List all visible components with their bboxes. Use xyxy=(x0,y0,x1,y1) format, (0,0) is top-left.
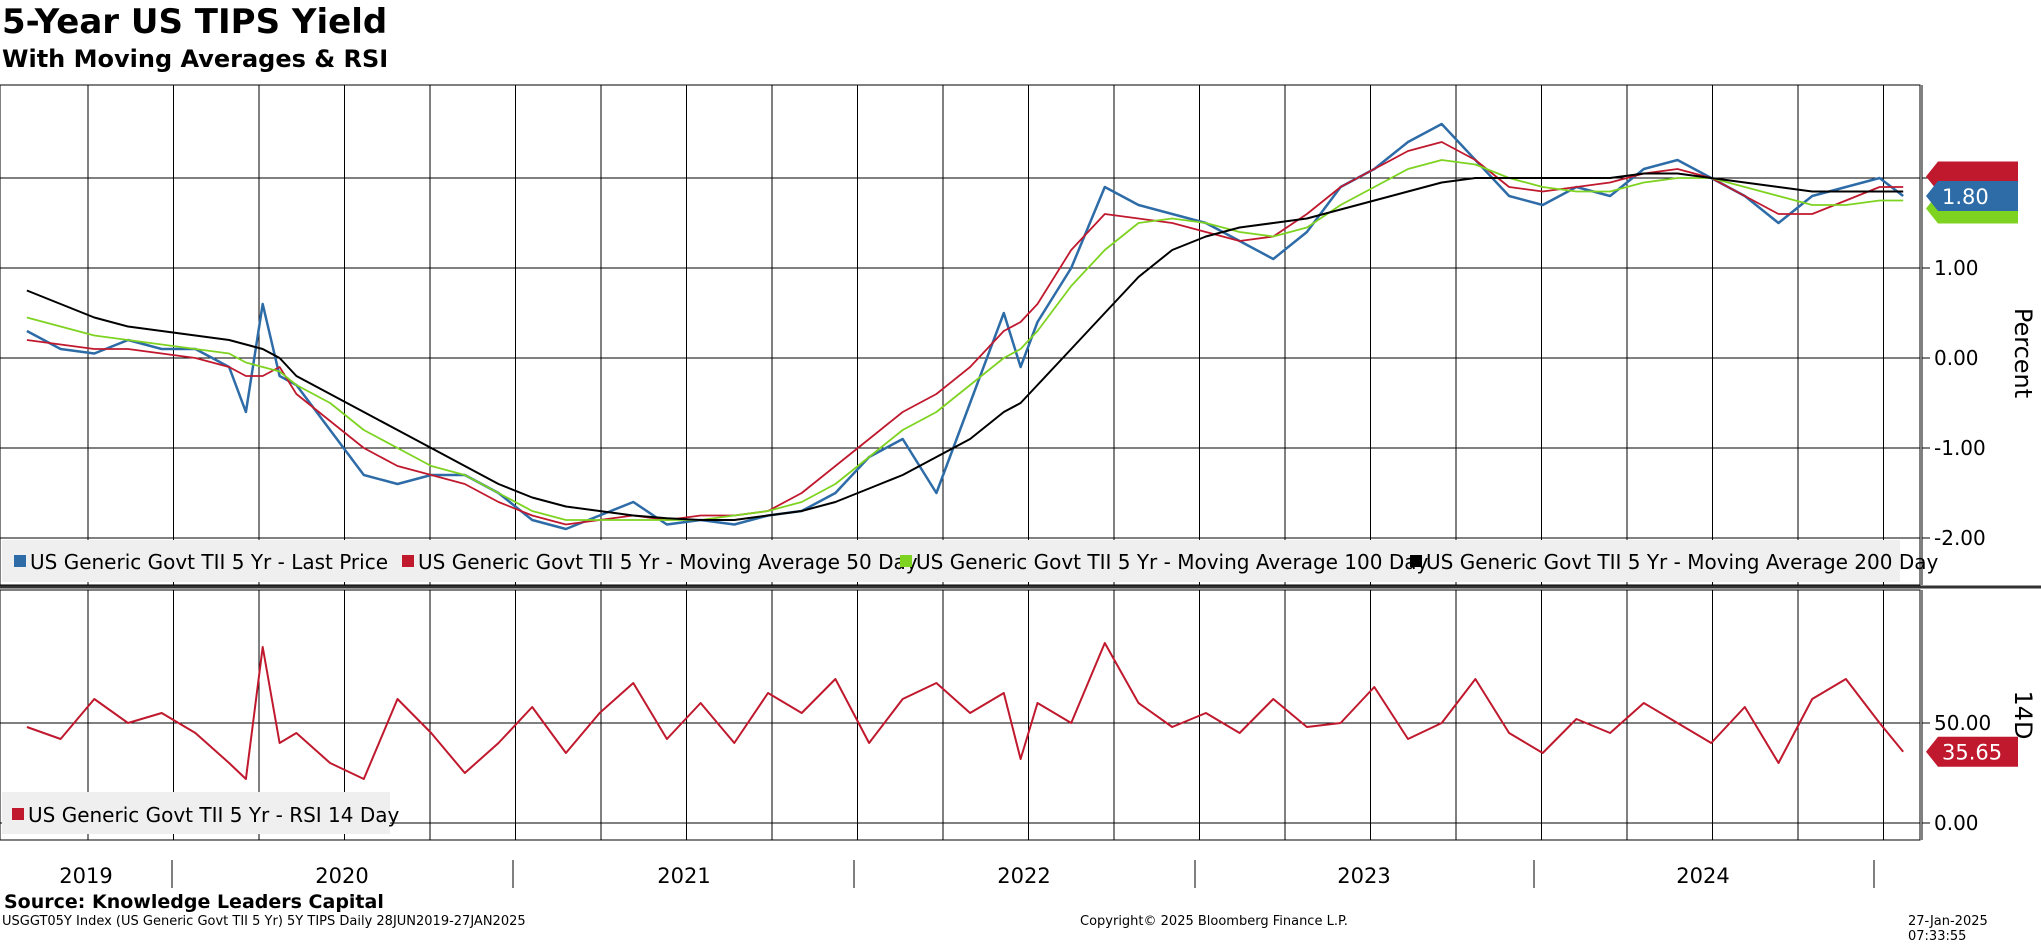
x-tick-label: 2020 xyxy=(315,864,368,888)
series-layer xyxy=(26,122,1904,780)
rsi-legend-box xyxy=(2,792,390,834)
rsi-tick-label: 0.00 xyxy=(1934,811,1979,835)
legend-swatch xyxy=(402,555,414,567)
y-axis-title: Percent xyxy=(2009,308,2037,398)
legend-swatch xyxy=(12,808,24,820)
x-tick-label: 2021 xyxy=(657,864,710,888)
x-tick-label: 2022 xyxy=(997,864,1050,888)
x-tick-label: 2023 xyxy=(1337,864,1390,888)
legend-label: US Generic Govt TII 5 Yr - Last Price xyxy=(30,550,388,574)
axis-layer: -2.00-1.000.001.002.000.0050.00Percent14… xyxy=(2,85,2037,888)
ticker-info: USGGT05Y Index (US Generic Govt TII 5 Yr… xyxy=(2,914,526,929)
series-line-4 xyxy=(26,172,1904,521)
legend-label: US Generic Govt TII 5 Yr - Moving Averag… xyxy=(916,550,1428,574)
legend-label: US Generic Govt TII 5 Yr - RSI 14 Day xyxy=(28,803,400,827)
legend-label: US Generic Govt TII 5 Yr - Moving Averag… xyxy=(418,550,918,574)
rsi-last-flag-bg xyxy=(1926,736,2018,767)
chart-title: 5-Year US TIPS Yield xyxy=(2,2,388,42)
timestamp-text: 27-Jan-2025 07:33:55 xyxy=(1908,914,1988,944)
last-price-flag-label: 1.80 xyxy=(1942,185,1989,209)
grid-lines xyxy=(0,84,2041,841)
chart-subtitle: With Moving Averages & RSI xyxy=(2,45,389,73)
source-text: Source: Knowledge Leaders Capital xyxy=(4,891,384,913)
copyright-text: Copyright© 2025 Bloomberg Finance L.P. xyxy=(1080,914,1348,929)
legend-swatch xyxy=(900,555,912,567)
x-tick-label: 2019 xyxy=(59,864,112,888)
series-line-2 xyxy=(26,141,1904,526)
legend-swatch xyxy=(14,555,26,567)
y-tick-label: 0.00 xyxy=(1934,346,1979,370)
rsi-axis-title: 14D xyxy=(2009,690,2037,739)
y-tick-label: 1.00 xyxy=(1934,256,1979,280)
series-line-3 xyxy=(26,159,1904,521)
last-price-flag-bg xyxy=(1926,181,2018,211)
legend-swatch xyxy=(1410,555,1422,567)
main-panel-frame xyxy=(0,84,1921,586)
legend-label: US Generic Govt TII 5 Yr - Moving Averag… xyxy=(1426,550,1938,574)
rsi-last-flag-label: 35.65 xyxy=(1942,741,2002,765)
rsi-tick-label: 50.00 xyxy=(1934,711,1991,735)
y-tick-label: -2.00 xyxy=(1934,526,1986,550)
main-legend-box xyxy=(2,540,1900,582)
y-tick-label: -1.00 xyxy=(1934,436,1986,460)
series-line-1 xyxy=(26,642,1904,780)
x-tick-label: 2024 xyxy=(1676,864,1729,888)
